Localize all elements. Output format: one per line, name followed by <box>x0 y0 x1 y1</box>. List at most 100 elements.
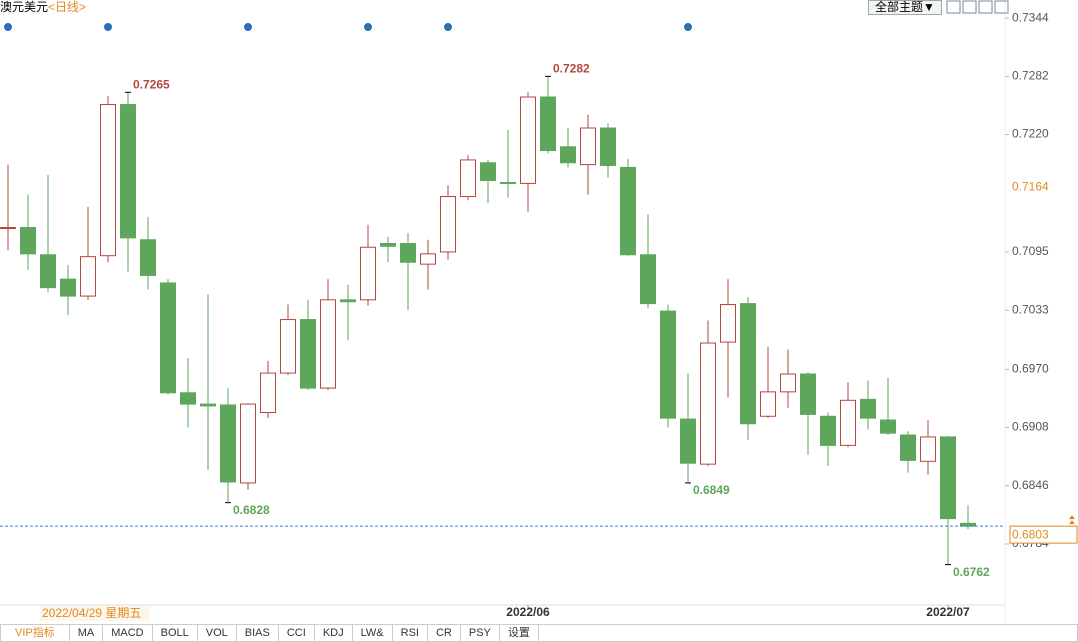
candle-body <box>640 254 656 305</box>
event-dot[interactable] <box>684 23 692 31</box>
candle-body <box>60 278 76 297</box>
header: 澳元美元<日线> <box>0 0 86 15</box>
candle-body <box>460 159 476 198</box>
candle-body <box>860 398 876 419</box>
indicator-tab[interactable]: MA <box>70 625 104 641</box>
candle-body <box>0 227 16 230</box>
x-tick-label: 2022/06 <box>506 605 550 619</box>
candle-body <box>680 418 696 464</box>
candle-body <box>260 372 276 414</box>
candle-body <box>740 303 756 425</box>
indicator-tab[interactable]: CCI <box>279 625 315 641</box>
indicator-tab[interactable]: MACD <box>103 625 153 641</box>
toolbar-icons <box>946 0 1009 14</box>
candle-body <box>600 127 616 167</box>
candle-body <box>180 392 196 405</box>
icon-button[interactable] <box>994 0 1009 14</box>
candle-body <box>80 256 96 297</box>
indicator-tab[interactable]: BIAS <box>237 625 279 641</box>
icon-button[interactable] <box>946 0 961 14</box>
icon-button[interactable] <box>962 0 977 14</box>
y-tick-label: 0.7220 <box>1012 127 1049 141</box>
candle-body <box>880 419 896 434</box>
y-tick-label: 0.7033 <box>1012 302 1049 316</box>
candle-body <box>360 246 376 301</box>
candle-body <box>760 391 776 417</box>
candle-body <box>560 146 576 164</box>
y-tick-label: 0.7095 <box>1012 244 1049 258</box>
indicator-tab[interactable]: VIP指标 <box>1 625 70 641</box>
crosshair-x-label: 2022/04/29 星期五 <box>42 606 141 620</box>
event-dot[interactable] <box>4 23 12 31</box>
candle-body <box>340 299 356 303</box>
candle-body <box>920 436 936 462</box>
candle-body <box>380 242 396 247</box>
candle-body <box>840 399 856 446</box>
y-tick-label: 0.7282 <box>1012 69 1049 83</box>
candle-body <box>320 299 336 389</box>
candle-body <box>240 403 256 484</box>
candle-body <box>100 104 116 257</box>
candle-body <box>20 227 36 255</box>
chart: 0.7344 0.7282 0.7220 0.7095 0.7033 0.6970 0.69… <box>0 0 1078 622</box>
last-price-label: 0.6803 <box>1012 527 1049 541</box>
y-tick-label: 0.6970 <box>1012 361 1049 375</box>
candle-body <box>40 254 56 289</box>
candle-body <box>820 415 836 446</box>
period[interactable]: <日线> <box>48 0 87 14</box>
candle-body <box>420 253 436 265</box>
candle-body <box>300 319 316 389</box>
candle-body <box>500 181 516 184</box>
indicator-tab[interactable]: LW& <box>353 625 393 641</box>
extreme-label: 0.7282 <box>553 62 590 76</box>
event-dot[interactable] <box>444 23 452 31</box>
candle-body <box>660 310 676 419</box>
candle-body <box>800 373 816 415</box>
candle-body <box>620 166 636 256</box>
candle-body <box>480 162 496 182</box>
candle-body <box>540 96 556 152</box>
candle-body <box>720 304 736 343</box>
candle-body <box>520 96 536 184</box>
event-dot[interactable] <box>244 23 252 31</box>
indicator-tab[interactable]: VOL <box>198 625 237 641</box>
crosshair-y-label: 0.7164 <box>1012 179 1049 193</box>
indicator-tab[interactable]: RSI <box>393 625 428 641</box>
indicator-tab[interactable]: 设置 <box>500 625 539 641</box>
event-markers <box>4 23 692 31</box>
candle-body <box>580 127 596 166</box>
candle-body <box>280 319 296 374</box>
candle-body <box>900 434 916 461</box>
x-tick-label: 2022/07 <box>926 605 970 619</box>
indicator-tabs: VIP指标 MA MACD BOLL VOL BIAS CCI KDJ LW& RSI CR PSY 设… <box>0 624 1078 642</box>
candle-body <box>440 196 456 253</box>
candle-body <box>220 404 236 483</box>
icon-button[interactable] <box>978 0 993 14</box>
extreme-label: 0.6762 <box>953 565 990 579</box>
candle-body <box>780 373 796 393</box>
price-arrow <box>1069 515 1075 525</box>
indicator-tab[interactable]: KDJ <box>315 625 353 641</box>
y-tick-label: 0.7344 <box>1012 10 1049 24</box>
extreme-label: 0.6849 <box>693 483 730 497</box>
theme-button[interactable]: 全部主题▼ <box>868 0 942 15</box>
candle-body <box>400 242 416 263</box>
event-dot[interactable] <box>104 23 112 31</box>
indicator-tab[interactable]: PSY <box>461 625 500 641</box>
last-price-box <box>1009 525 1078 544</box>
candle-body <box>120 104 136 239</box>
candle-body <box>160 282 176 394</box>
crosshair-x-box <box>40 606 150 621</box>
candle-body <box>200 403 216 407</box>
y-tick-label: 0.6908 <box>1012 420 1049 434</box>
indicator-tab[interactable]: CR <box>428 625 461 641</box>
indicator-tab[interactable]: BOLL <box>153 625 198 641</box>
event-dot[interactable] <box>364 23 372 31</box>
extreme-label: 0.6828 <box>233 503 270 517</box>
y-tick-label: 0.6846 <box>1012 478 1049 492</box>
candle-body <box>700 342 716 465</box>
title: 澳元美元 <box>0 0 49 14</box>
extreme-label: 0.7265 <box>133 77 170 91</box>
candle-body <box>940 436 956 520</box>
